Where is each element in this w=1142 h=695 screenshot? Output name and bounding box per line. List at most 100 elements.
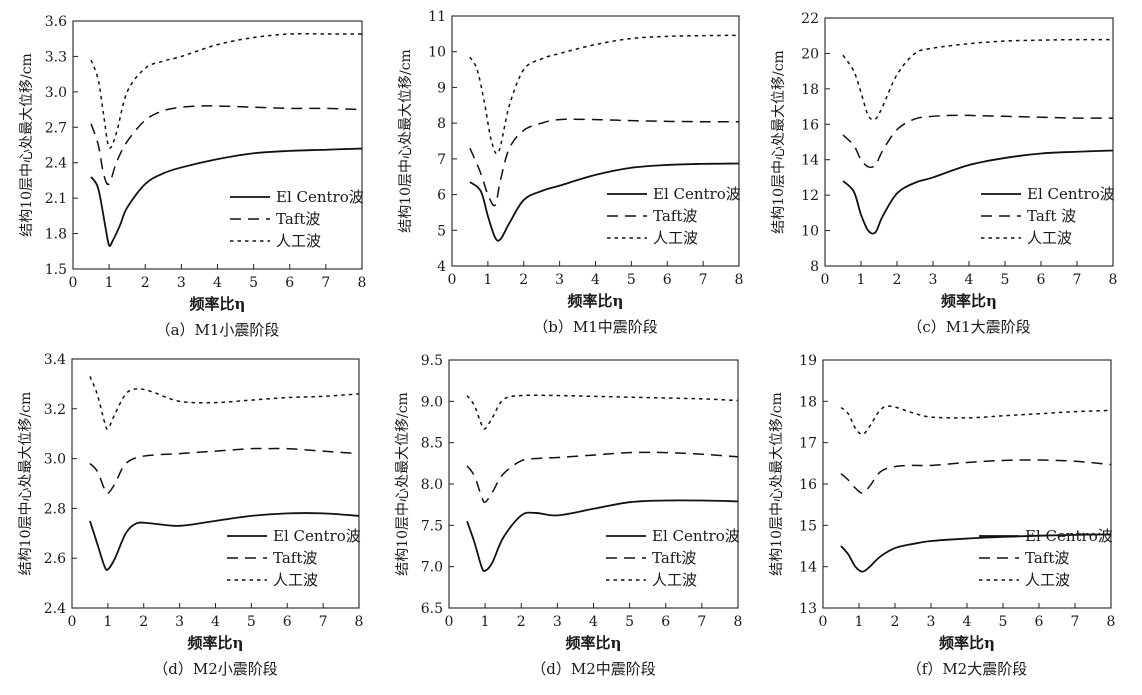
x-tick-label: 8	[358, 275, 367, 291]
x-tick-label: 7	[1073, 272, 1082, 288]
x-tick-label: 0	[448, 272, 457, 288]
x-tick-label: 8	[1107, 614, 1116, 630]
legend-label-1: El Centro波	[1027, 185, 1115, 203]
y-tick-label: 11	[428, 9, 446, 25]
y-tick-label: 5	[437, 223, 446, 239]
y-tick-label: 15	[799, 518, 817, 534]
y-tick-label: 14	[801, 153, 819, 169]
y-tick-label: 8	[810, 259, 819, 275]
chart-panel-3: 0 1 2 3 4 5 6 7 8810121416182022频率比η结构10层中心处最大位移…	[771, 11, 1117, 336]
legend-label-3: 人工波	[652, 571, 697, 589]
x-tick-label: 5	[999, 614, 1008, 630]
x-tick-label: 6	[661, 614, 670, 630]
x-tick-label: 0	[821, 272, 830, 288]
y-axis-label: 结构10层中心处最大位移/cm	[395, 392, 411, 576]
x-tick-label: 4	[589, 614, 598, 630]
y-axis-label: 结构10层中心处最大位移/cm	[18, 392, 34, 576]
series-line-1	[89, 512, 360, 571]
y-tick-label: 7	[437, 152, 446, 168]
legend-label-3: 人工波	[276, 232, 321, 250]
y-tick-label: 3.0	[45, 85, 67, 101]
x-tick-label: 3	[927, 614, 936, 630]
series-line-2	[840, 459, 1112, 494]
legend-label-1: El Centro波	[273, 527, 361, 545]
x-tick-label: 2	[893, 272, 902, 288]
chart-panel-1: 0 1 2 3 4 5 6 7 8 1.5 1.8 2.1 2.4 2.7 3.0 3.3 3.6 频率比η 结构1…	[19, 14, 366, 339]
x-tick-label: 4	[211, 614, 220, 630]
y-tick-label: 17	[799, 436, 817, 452]
y-tick-label: 10	[428, 45, 446, 61]
x-tick-label: 7	[697, 614, 706, 630]
y-tick-label: 9.5	[421, 353, 443, 369]
x-tick-label: 7	[319, 614, 328, 630]
legend-label-2: Taft波	[652, 549, 696, 567]
x-tick-label: 5	[249, 275, 258, 291]
x-axis-label: 频率比η	[188, 634, 244, 652]
y-tick-label: 3.2	[44, 402, 66, 418]
x-tick-label: 3	[177, 275, 186, 291]
legend-label-1: El Centro波	[652, 527, 740, 545]
y-tick-label: 1.8	[45, 227, 67, 243]
chart-panel-5: 0 1 2 3 4 5 6 7 8 6.5 7.0 7.5 8.0 8.5 9.0 9.5 频率比η 结构10层中…	[395, 353, 742, 678]
panel-caption: （c）M1大震阶段	[907, 318, 1030, 336]
x-tick-label: 3	[929, 272, 938, 288]
y-tick-label: 8	[437, 116, 446, 132]
x-tick-label: 4	[963, 614, 972, 630]
x-tick-label: 2	[891, 614, 900, 630]
x-tick-label: 5	[1001, 272, 1010, 288]
y-tick-label: 4	[437, 259, 446, 275]
y-axis-label: 结构10层中心处最大位移/cm	[398, 49, 414, 233]
x-tick-label: 3	[553, 614, 562, 630]
x-tick-label: 2	[517, 614, 526, 630]
chart-panel-2: 0 1 2 3 4 5 6 7 8 4 5 6 7 8 9 10 11 频率比η 结构10层中心处最大位移/cm （b…	[398, 9, 743, 336]
x-tick-label: 1	[481, 614, 490, 630]
y-tick-label: 7.5	[421, 518, 443, 534]
y-tick-label: 8.5	[421, 436, 443, 452]
x-tick-label: 0	[819, 614, 828, 630]
x-tick-label: 2	[139, 614, 148, 630]
y-tick-label: 2.4	[45, 156, 67, 172]
x-tick-label: 0	[69, 275, 78, 291]
series-line-2	[469, 118, 740, 207]
x-tick-label: 3	[175, 614, 184, 630]
x-tick-label: 1	[105, 275, 114, 291]
legend-label-2: Taft波	[653, 207, 697, 225]
series-line-2	[842, 114, 1114, 169]
x-tick-label: 8	[355, 614, 364, 630]
y-tick-label: 18	[801, 82, 819, 98]
legend-label-2: Taft波	[1025, 549, 1069, 567]
series-line-2	[90, 105, 363, 186]
y-axis-label: 结构10层中心处最大位移/cm	[771, 50, 787, 234]
legend-label-1: El Centro波	[1025, 527, 1113, 545]
y-tick-label: 20	[801, 46, 819, 62]
series-line-3	[90, 32, 362, 149]
series-line-2	[466, 451, 739, 504]
series-line-1	[842, 149, 1114, 235]
x-tick-label: 6	[1035, 614, 1044, 630]
y-tick-label: 18	[799, 394, 817, 410]
x-tick-label: 4	[213, 275, 222, 291]
legend-label-2: Taft波	[276, 210, 320, 228]
legend-label-1: El Centro波	[653, 185, 741, 203]
y-tick-label: 19	[799, 353, 817, 369]
panel-caption: （f）M2大震阶段	[907, 660, 1027, 678]
legend-label-3: 人工波	[653, 229, 698, 247]
x-tick-label: 8	[1109, 272, 1118, 288]
y-tick-label: 10	[801, 224, 819, 240]
x-tick-label: 7	[1071, 614, 1080, 630]
y-tick-label: 9.0	[421, 394, 443, 410]
y-tick-label: 12	[801, 188, 819, 204]
y-tick-label: 2.7	[45, 120, 67, 136]
series-line-3	[469, 34, 740, 155]
y-tick-label: 2.4	[44, 601, 66, 617]
y-tick-label: 6	[437, 188, 446, 204]
x-tick-label: 6	[663, 272, 672, 288]
x-tick-label: 8	[734, 614, 743, 630]
y-axis-label: 结构10层中心处最大位移/cm	[19, 53, 35, 237]
x-tick-label: 7	[321, 275, 330, 291]
panel-caption: （d）M2小震阶段	[153, 660, 278, 678]
